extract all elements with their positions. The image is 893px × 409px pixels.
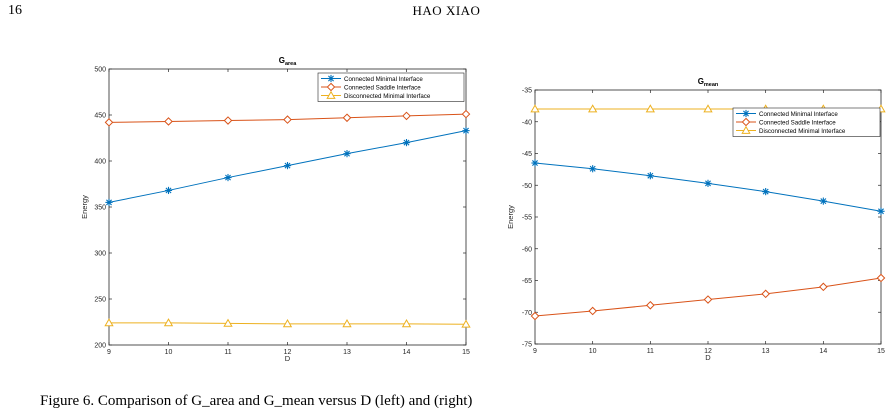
data-point [283,162,292,170]
y-tick-label: 250 [94,297,106,304]
legend-marker [326,82,336,92]
y-tick-label: -50 [522,183,532,190]
data-point [645,104,655,113]
y-tick-label: -60 [522,246,532,253]
x-tick-label: 14 [819,348,827,355]
data-point [531,159,539,167]
x-tick-label: 9 [533,348,537,355]
axes-box [108,68,467,346]
x-axis-label: D [705,353,711,362]
data-point [164,186,173,195]
data-point [762,188,770,196]
legend-entry: Connected Minimal Interface [344,76,423,83]
legend-entry: Disconnected Minimal Interface [759,128,846,135]
legend-marker [327,74,335,83]
y-tick-label: 500 [94,67,106,74]
legend-box [732,107,881,137]
y-tick-label: -75 [522,342,532,349]
data-point [283,115,292,124]
y-tick-label: 450 [94,113,106,120]
chart-g-area-svg: Garea 9 10 11 12 13 14 15 200 250 300 350 400 450 500 D… [80,56,471,362]
data-point [819,197,827,205]
data-point [342,319,352,328]
legend-entry: Connected Minimal Interface [759,111,838,118]
data-point [703,104,713,113]
data-point [401,319,412,328]
y-axis-label: Energy [506,205,515,229]
data-point [646,172,654,180]
x-axis-label: D [285,354,291,362]
series-line [534,162,882,212]
x-tick-label: 11 [647,348,654,355]
data-point [282,319,293,328]
running-head: HAO XIAO [412,3,481,18]
data-point [646,300,655,310]
y-tick-label: -40 [522,119,532,126]
data-point [462,127,470,135]
data-point [588,306,597,316]
y-tick-label: 200 [94,343,106,350]
data-point [224,173,232,182]
figure-caption: Figure 6. Comparison of G_area and G_mea… [40,393,473,409]
x-tick-label: 13 [343,349,351,356]
data-point [461,109,471,119]
data-point [589,165,597,173]
x-tick-label: 11 [224,349,231,356]
data-point [530,311,540,321]
y-tick-label: 400 [94,159,106,166]
x-tick-label: 13 [762,348,770,355]
data-point [104,318,114,327]
y-axis-label: Energy [80,195,89,219]
legend-entry: Connected Saddle Interface [344,84,421,91]
y-tick-label: -55 [522,215,532,222]
y-tick-label: -65 [522,278,532,285]
data-point [877,207,885,215]
x-tick-label: 10 [165,349,173,356]
data-point [704,179,712,187]
legend-entry: Disconnected Minimal Interface [344,93,431,100]
y-tick-label: -45 [522,151,532,158]
data-point [105,198,113,206]
chart-g-mean: Gmean 9 10 11 12 13 14 15 -75 -70 -65 -60 -55 -50 -45 -… [497,52,892,362]
x-tick-label: 10 [589,348,597,355]
data-point [530,104,540,113]
data-point [402,139,411,147]
x-tick-label: 12 [284,349,292,356]
page-number: 16 [8,3,22,18]
y-tick-label: -70 [522,310,532,317]
x-tick-label: 15 [877,348,885,355]
x-tick-label: 12 [704,348,712,355]
data-point [588,104,598,113]
legend-box [317,72,465,102]
data-point [223,318,233,327]
chart-g-area: Garea 9 10 11 12 13 14 15 200 250 300 350 400 450 500 D… [78,52,473,362]
legend-marker [326,90,336,99]
x-tick-label: 9 [107,349,111,356]
data-point [163,318,174,327]
data-point [761,289,770,299]
legend-marker [741,125,751,134]
data-point [343,150,351,158]
data-point [223,116,233,125]
y-tick-label: -35 [522,88,532,95]
data-point [703,295,713,304]
data-point [342,113,352,123]
y-tick-label: 300 [94,251,106,258]
chart-title: Gmean [698,77,719,88]
data-point [164,117,173,126]
legend-entry: Connected Saddle Interface [759,119,836,126]
data-point [876,273,886,283]
chart-g-mean-svg: Gmean 9 10 11 12 13 14 15 -75 -70 -65 -60 -55 -50 -45 -… [506,77,886,362]
x-tick-label: 14 [403,349,411,356]
data-point [104,118,114,127]
data-point [819,282,828,292]
data-point [461,319,471,328]
x-tick-label: 15 [462,349,470,356]
data-point [402,111,411,121]
chart-title: Garea [279,56,297,67]
legend-marker [741,117,751,127]
y-tick-label: 350 [94,205,106,212]
legend-marker [742,109,750,118]
